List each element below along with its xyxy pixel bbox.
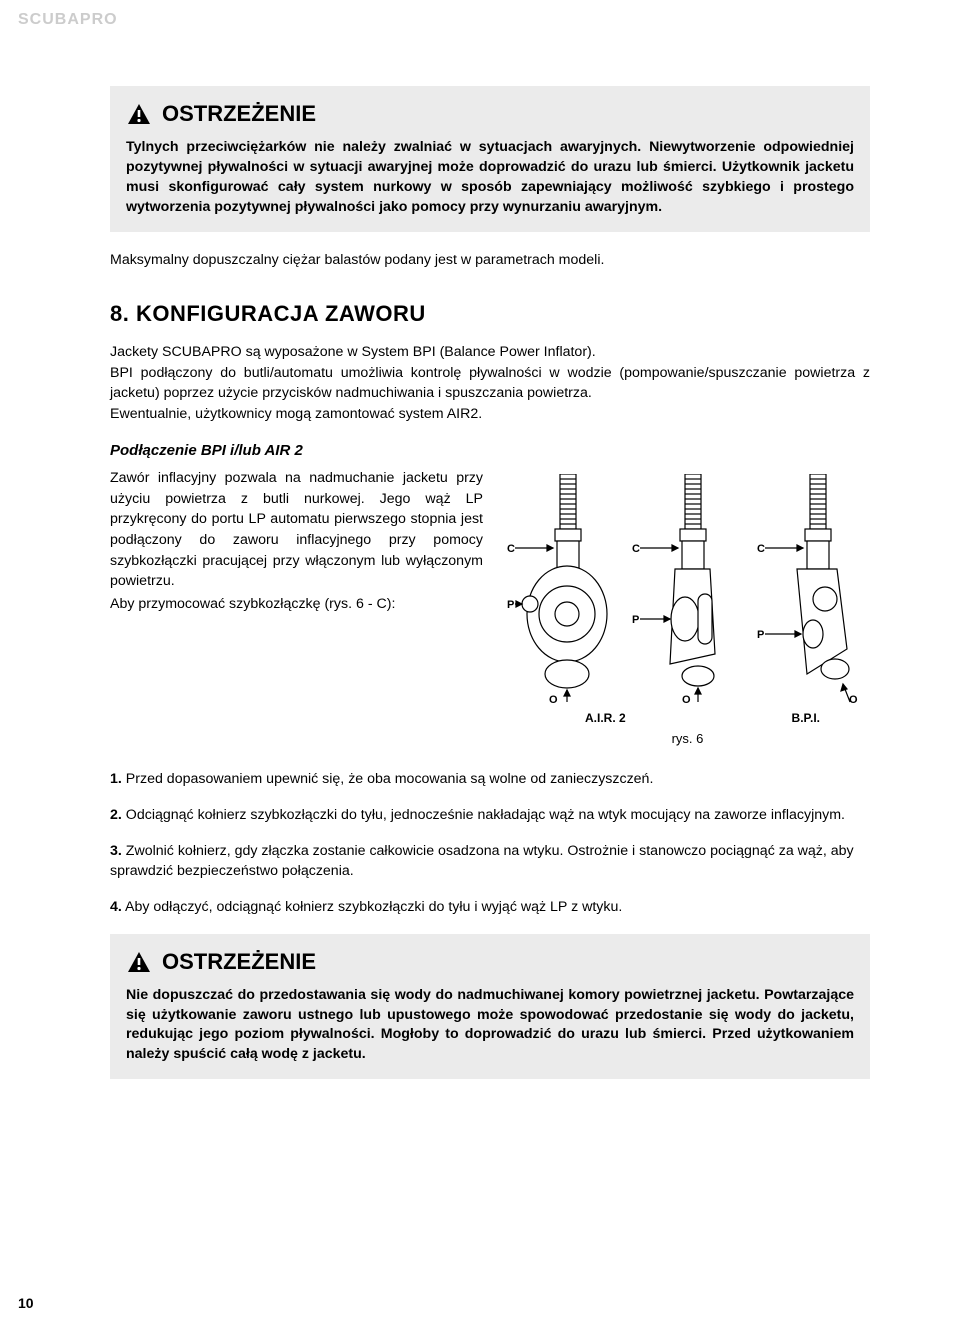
warning-title-text-2: OSTRZEŻENIE	[162, 946, 316, 978]
page-content: OSTRZEŻENIE Tylnych przeciwciężarków nie…	[0, 31, 960, 1127]
left-column: Zawór inflacyjny pozwala na nadmuchanie …	[110, 468, 483, 614]
step-2: 2. Odciągnąć kołnierz szybkozłączki do t…	[110, 806, 870, 826]
warning-triangle-icon	[126, 102, 152, 126]
warning-text-1: Tylnych przeciwciężarków nie należy zwal…	[126, 138, 854, 218]
figure-column: C P O	[505, 468, 870, 748]
svg-text:P: P	[757, 629, 764, 641]
brand-logo: SCUBAPRO	[0, 0, 960, 31]
warning-title-1: OSTRZEŻENIE	[126, 98, 854, 130]
inflator-diagram-1: C P O	[505, 474, 620, 704]
step-1: 1. Przed dopasowaniem upewnić się, że ob…	[110, 770, 870, 790]
figure-label-bpi: B.P.I.	[792, 710, 820, 727]
svg-text:P: P	[507, 599, 514, 611]
figure-6: C P O	[505, 474, 870, 704]
section8-subheading: Podłączenie BPI i/lub AIR 2	[110, 440, 870, 462]
step-3: 3. Zwolnić kołnierz, gdy złączka zostani…	[110, 842, 870, 882]
warning-title-text: OSTRZEŻENIE	[162, 98, 316, 130]
figure-label-air2: A.I.R. 2	[585, 710, 626, 727]
svg-text:C: C	[632, 543, 640, 555]
two-column-layout: Zawór inflacyjny pozwala na nadmuchanie …	[110, 468, 870, 748]
svg-text:O: O	[682, 694, 691, 704]
figure-caption: rys. 6	[505, 730, 870, 749]
section8-p1: Jackety SCUBAPRO są wyposażone w System …	[110, 342, 870, 363]
section-8-heading: 8. KONFIGURACJA ZAWORU	[110, 298, 870, 330]
section8-p2: BPI podłączony do butli/automatu umożliw…	[110, 363, 870, 404]
warning-box-1: OSTRZEŻENIE Tylnych przeciwciężarków nie…	[110, 86, 870, 231]
section8-p3: Ewentualnie, użytkownicy mogą zamontować…	[110, 404, 870, 425]
svg-text:C: C	[757, 543, 765, 555]
paragraph-after-warning: Maksymalny dopuszczalny ciężar balastów …	[110, 250, 870, 271]
step-list: 1. Przed dopasowaniem upewnić się, że ob…	[110, 770, 870, 917]
inflator-diagram-2: C P O	[630, 474, 745, 704]
warning-triangle-icon	[126, 950, 152, 974]
svg-text:O: O	[849, 694, 858, 704]
svg-text:C: C	[507, 543, 515, 555]
page-number: 10	[18, 1293, 34, 1313]
svg-text:P: P	[632, 614, 639, 626]
inflator-diagram-3: C P O	[755, 474, 870, 704]
step-4: 4. Aby odłączyć, odciągnąć kołnierz szyb…	[110, 898, 870, 918]
warning-box-2: OSTRZEŻENIE Nie dopuszczać do przedostaw…	[110, 934, 870, 1079]
warning-title-2: OSTRZEŻENIE	[126, 946, 854, 978]
svg-text:O: O	[549, 694, 558, 704]
figure-labels: A.I.R. 2 B.P.I.	[505, 710, 870, 727]
warning-text-2: Nie dopuszczać do przedostawania się wod…	[126, 986, 854, 1066]
section8-left2: Aby przymocować szybkozłączkę (rys. 6 - …	[110, 594, 483, 615]
section8-left1: Zawór inflacyjny pozwala na nadmuchanie …	[110, 468, 483, 592]
